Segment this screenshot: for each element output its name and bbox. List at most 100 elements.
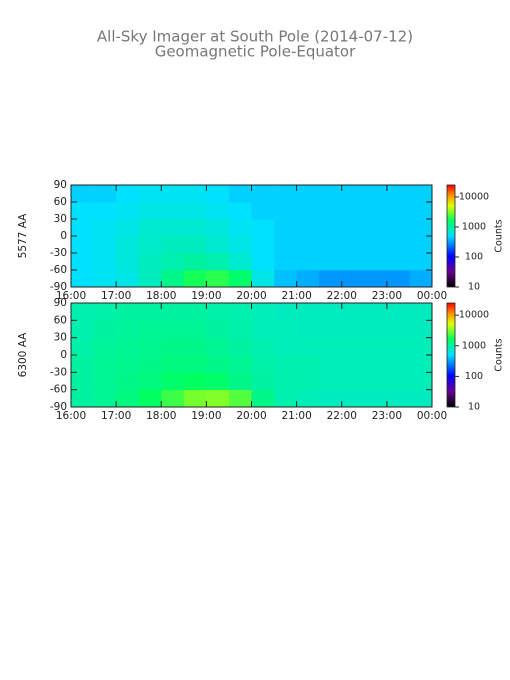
heatmap-cell <box>138 389 162 408</box>
x-tick-label: 22:00 <box>327 410 357 422</box>
heatmap-cell <box>274 320 297 338</box>
heatmap-cell <box>296 355 320 373</box>
colorbar-tick-label: 1000 <box>462 221 486 232</box>
heatmap-cell <box>274 337 297 356</box>
heatmap-cell <box>296 270 320 288</box>
heatmap-cell <box>409 219 433 237</box>
heatmap-cell <box>183 236 207 254</box>
heatmap-cell <box>116 270 139 288</box>
heatmap-cell <box>364 337 388 356</box>
heatmap-cell <box>138 337 162 356</box>
x-tick-label: 17:00 <box>101 410 131 422</box>
heatmap-cell <box>93 270 117 288</box>
heatmap-cell <box>206 337 230 356</box>
heatmap-cell <box>251 253 275 271</box>
heatmap-cell <box>93 202 117 220</box>
colorbar-tick-label: 100 <box>465 251 483 262</box>
heatmap-cell <box>409 185 433 203</box>
heatmap-cell <box>138 219 162 237</box>
heatmap-cell <box>228 219 252 237</box>
heatmap-cell <box>161 355 185 373</box>
heatmap-cell <box>161 337 185 356</box>
heatmap-cell <box>93 236 117 254</box>
heatmap-cell <box>296 303 320 321</box>
heatmap-cell <box>409 202 433 220</box>
heatmap-cell <box>409 372 433 390</box>
heatmap-cell <box>71 355 94 373</box>
heatmap-cell <box>364 202 388 220</box>
heatmap-cell <box>138 236 162 254</box>
heatmap-cell <box>138 303 162 321</box>
heatmap-cell <box>386 185 410 203</box>
heatmap-cell <box>161 320 185 338</box>
y-tick-label: -60 <box>50 264 67 276</box>
colorbar-tick-label: 100 <box>465 371 483 382</box>
colorbar-tick-label: 1000 <box>462 340 486 351</box>
heatmap-cell <box>386 372 410 390</box>
x-tick-label: 22:00 <box>327 290 357 302</box>
y-tick-label: 60 <box>54 314 67 326</box>
x-tick-label: 20:00 <box>236 290 266 302</box>
heatmap-cell <box>364 355 388 373</box>
heatmap-cell <box>228 270 252 288</box>
heatmap-cell <box>206 320 230 338</box>
x-tick-label: 20:00 <box>236 410 266 422</box>
heatmap-cell <box>228 303 252 321</box>
heatmap-cell <box>386 270 410 288</box>
heatmap-cell <box>296 320 320 338</box>
heatmap-cell <box>251 320 275 338</box>
heatmap-cell <box>206 372 230 390</box>
heatmap-cell <box>71 270 94 288</box>
heatmap-cell <box>116 202 139 220</box>
heatmap-cell <box>116 372 139 390</box>
heatmap-cell <box>116 236 139 254</box>
chart-subtitle: Geomagnetic Pole-Equator <box>155 43 356 61</box>
heatmap-cell <box>386 389 410 408</box>
heatmap-cell <box>116 185 139 203</box>
heatmap-cell <box>161 389 185 408</box>
heatmap-cell <box>228 253 252 271</box>
heatmap-cell <box>274 372 297 390</box>
heatmap-cell <box>116 253 139 271</box>
heatmap-cell <box>341 219 365 237</box>
heatmap-cell <box>138 270 162 288</box>
heatmap-cell <box>386 253 410 271</box>
heatmap-cell <box>71 389 94 408</box>
x-tick-label: 19:00 <box>191 290 221 302</box>
heatmap-cell <box>183 253 207 271</box>
colorbar-tick-label: 10 <box>468 282 480 293</box>
x-tick-label: 21:00 <box>281 410 311 422</box>
heatmap-cell <box>251 202 275 220</box>
y-tick-label: 30 <box>54 213 67 225</box>
heatmap-cell <box>409 320 433 338</box>
heatmap-cell <box>251 236 275 254</box>
heatmap-cell <box>319 236 343 254</box>
y-tick-label: -60 <box>50 384 67 396</box>
heatmap-cell <box>71 337 94 356</box>
heatmap-cell <box>206 355 230 373</box>
y-tick-label: -30 <box>50 247 67 259</box>
heatmap-cell <box>341 303 365 321</box>
heatmap-cell <box>206 253 230 271</box>
x-tick-label: 16:00 <box>56 410 86 422</box>
heatmap-cell <box>93 320 117 338</box>
heatmap-cell <box>161 219 185 237</box>
heatmap-cell <box>364 372 388 390</box>
heatmap-cell <box>341 389 365 408</box>
heatmap-cell <box>71 320 94 338</box>
heatmap-cell <box>161 270 185 288</box>
heatmap-cell <box>71 236 94 254</box>
heatmap-cell <box>341 355 365 373</box>
heatmap-cell <box>116 355 139 373</box>
heatmap-cell <box>228 389 252 408</box>
heatmap-cell <box>116 389 139 408</box>
x-tick-label: 18:00 <box>146 290 176 302</box>
heatmap-cell <box>93 303 117 321</box>
heatmap-cell <box>183 337 207 356</box>
heatmap-cell <box>409 303 433 321</box>
heatmap-cell <box>228 185 252 203</box>
heatmap-cell <box>296 253 320 271</box>
y-axis-label: 5577 AA <box>17 213 29 259</box>
heatmap-cell <box>206 270 230 288</box>
heatmap-cell <box>341 202 365 220</box>
